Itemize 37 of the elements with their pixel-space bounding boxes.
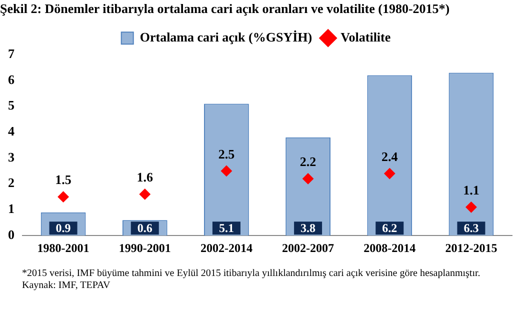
x-tick-label: 1990-2001 [118,240,171,255]
point [384,168,396,180]
data-label: 1.5 [55,172,72,188]
y-tick-label: 5 [8,98,15,113]
y-tick-label: 3 [8,149,15,164]
y-tick-label: 7 [8,46,15,61]
legend-label: Volatilite [340,29,391,44]
data-label: 0.9 [56,221,71,236]
y-tick-label: 2 [8,175,14,190]
text: *2015 verisi, IMF büyüme tahmini ve Eylül 2015 itibarıyla yıllıklandırılmış cari açık verisine göre hesaplanmıştır. [21,268,482,279]
point [466,202,477,213]
x-tick-label: 2002-2007 [282,240,334,255]
data-label: 6.3 [464,221,479,236]
point [139,188,150,200]
legend-label: Ortalama cari açık (%GSYİH) [140,29,312,44]
data-label: 2.4 [382,148,398,164]
point [302,173,314,184]
x-tick-label: 2012-2015 [445,240,498,255]
y-tick-label: 0 [8,226,14,242]
y-tick-label: 4 [8,124,15,139]
data-label: 1.6 [136,170,154,185]
chart-title: Şekil 2: Dönemler itibarıyla ortalama cari açık oranları ve volatilite (1980-2015*) [0,1,450,16]
data-label: 1.1 [463,182,480,198]
point [220,165,232,176]
data-label: 2.2 [300,154,316,170]
x-tick-label: 2002-2014 [200,240,252,255]
data-label: 2.5 [218,146,236,162]
data-label: 0.6 [137,221,152,236]
data-label: 6.2 [382,221,398,236]
data-label: 5.1 [218,221,234,236]
data-label: 3.8 [300,221,316,236]
point [58,191,69,202]
text: Kaynak: IMF, TEPAV [21,280,112,291]
x-tick-label: 1980-2001 [37,240,90,255]
x-tick-label: 2008-2014 [364,240,416,255]
y-tick-label: 6 [8,72,15,87]
y-tick-label: 1 [8,201,14,216]
